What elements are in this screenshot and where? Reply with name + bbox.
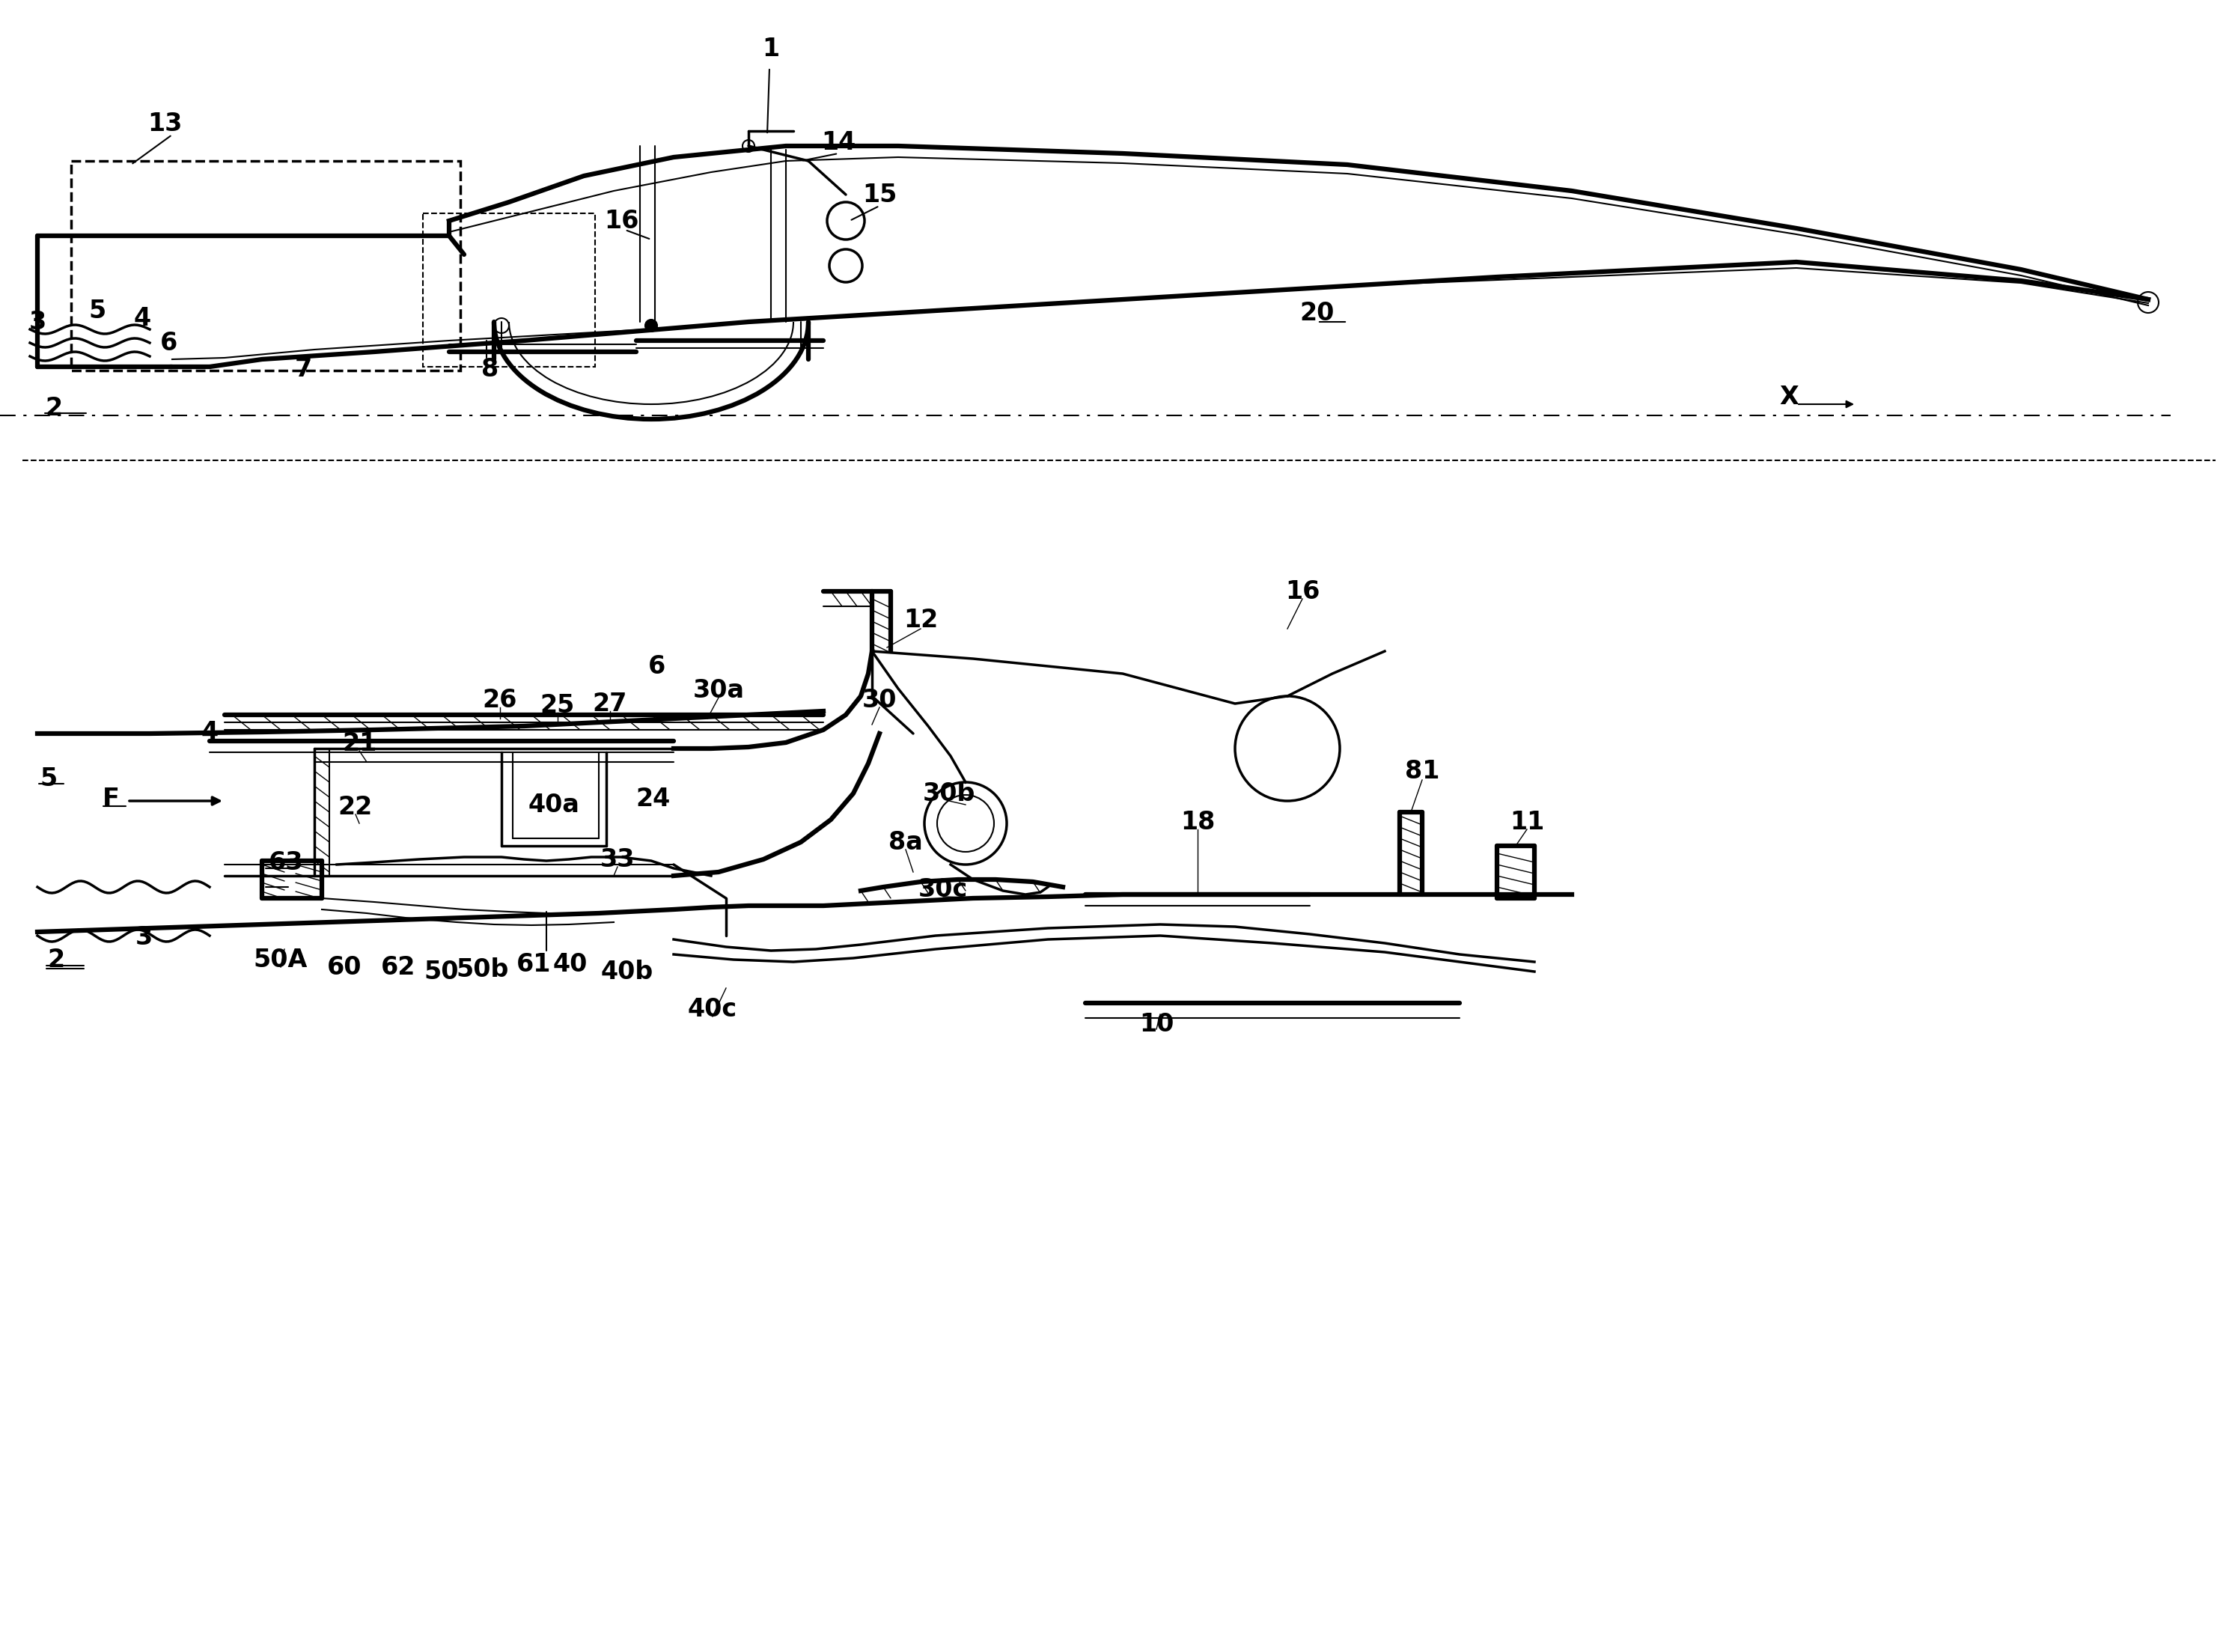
Text: 6: 6 [159, 330, 177, 355]
Text: 4: 4 [134, 306, 150, 330]
Text: 15: 15 [862, 182, 897, 206]
Text: 61: 61 [517, 952, 551, 976]
Bar [423, 213, 595, 367]
Text: 40: 40 [553, 952, 589, 976]
Text: 3: 3 [134, 925, 152, 950]
Text: 62: 62 [380, 955, 416, 980]
Text: 12: 12 [904, 608, 938, 633]
Text: 1: 1 [763, 36, 779, 61]
Text: X: X [1779, 385, 1799, 410]
Text: 5: 5 [90, 299, 105, 324]
Text: 26: 26 [483, 687, 517, 712]
Text: 6: 6 [649, 654, 667, 679]
Text: 21: 21 [342, 730, 376, 755]
Text: 16: 16 [1285, 578, 1320, 603]
Text: 13: 13 [148, 111, 181, 135]
Text: 2: 2 [45, 395, 63, 420]
Text: 33: 33 [600, 847, 636, 872]
Text: 7: 7 [295, 357, 311, 382]
Text: 2: 2 [47, 947, 65, 971]
Text: 50: 50 [425, 960, 459, 985]
Text: 16: 16 [604, 208, 638, 233]
Text: 25: 25 [539, 692, 575, 717]
Text: 20: 20 [1300, 301, 1334, 325]
Bar [72, 160, 461, 370]
Text: 40a: 40a [528, 793, 580, 818]
Text: 8a: 8a [888, 829, 922, 854]
Text: 24: 24 [636, 786, 669, 811]
Circle shape [645, 319, 658, 332]
Text: 81: 81 [1405, 758, 1439, 783]
Text: 4: 4 [201, 720, 219, 745]
Text: 22: 22 [338, 795, 374, 819]
Text: 63: 63 [269, 849, 304, 874]
Text: 8: 8 [481, 357, 499, 382]
Text: 14: 14 [821, 131, 855, 155]
Text: 50A: 50A [253, 947, 309, 971]
Text: 11: 11 [1511, 809, 1544, 834]
Text: 40b: 40b [602, 960, 653, 985]
Text: 30: 30 [862, 687, 897, 712]
Text: 40c: 40c [687, 996, 736, 1021]
Text: 50b: 50b [457, 957, 508, 981]
Text: 5: 5 [40, 767, 58, 791]
Text: 30c: 30c [918, 877, 967, 902]
Text: 30b: 30b [922, 781, 976, 806]
Text: 60: 60 [327, 955, 363, 980]
Text: 10: 10 [1139, 1011, 1173, 1036]
Text: 30a: 30a [694, 677, 745, 702]
Text: 3: 3 [29, 309, 47, 334]
Text: F: F [103, 786, 119, 811]
Text: 27: 27 [593, 691, 627, 715]
Text: 18: 18 [1179, 809, 1215, 834]
